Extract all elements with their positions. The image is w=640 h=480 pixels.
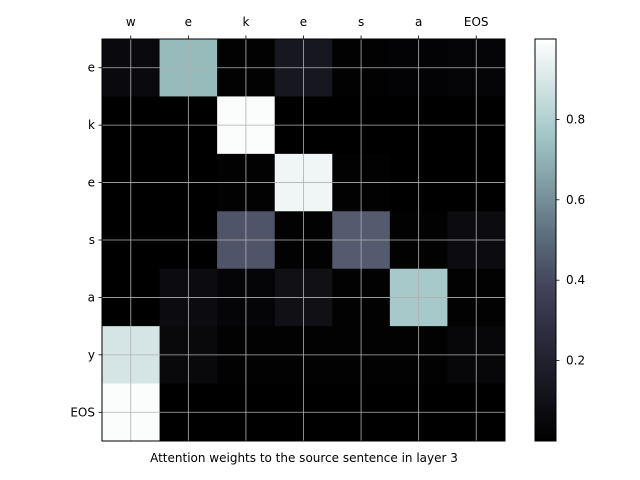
y-tick-label: y (88, 348, 95, 362)
colorbar-tick-label: 0.8 (566, 112, 585, 126)
colorbar: 0.2 0.4 0.6 0.8 (534, 38, 585, 442)
x-tick-label: k (242, 15, 249, 29)
x-tick-label: w (126, 15, 136, 29)
y-axis-ticks: e k e s a y EOS (70, 61, 102, 419)
heatmap-grid (102, 39, 505, 441)
x-tick-label: e (185, 15, 192, 29)
y-tick-label: EOS (70, 405, 95, 419)
x-tick-label: EOS (464, 15, 489, 29)
colorbar-tick-label: 0.4 (566, 273, 585, 287)
x-axis-label: Attention weights to the source sentence… (150, 451, 458, 465)
y-tick-label: s (89, 233, 95, 247)
y-tick-label: a (88, 290, 95, 304)
y-tick-label: e (88, 176, 95, 190)
y-tick-label: e (88, 61, 95, 75)
x-tick-label: a (415, 15, 422, 29)
x-axis-ticks: w e k e s a EOS (126, 15, 489, 39)
y-tick-label: k (88, 118, 95, 132)
colorbar-tick-label: 0.2 (566, 354, 585, 368)
colorbar-tick-label: 0.6 (566, 193, 585, 207)
x-tick-label: e (300, 15, 307, 29)
x-tick-label: s (358, 15, 364, 29)
colorbar-gradient (534, 38, 557, 442)
colorbar-ticks: 0.2 0.4 0.6 0.8 (556, 112, 585, 368)
